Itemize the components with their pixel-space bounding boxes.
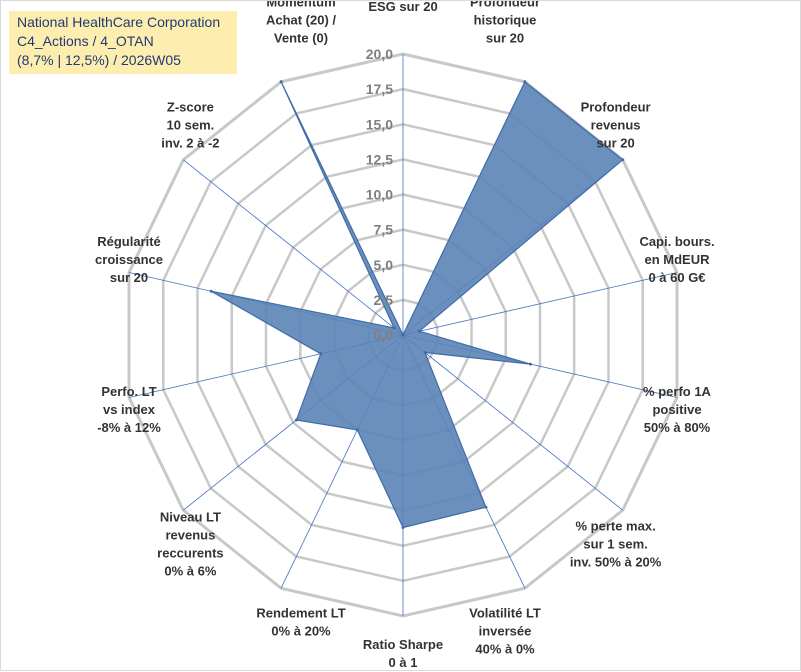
tick-label: 20,0 [366,46,393,62]
data-point [528,362,532,366]
tick-label: 10,0 [366,187,393,203]
tick-label: 5,0 [374,257,394,273]
axis-label: Régularité croissance sur 20 [95,234,163,285]
data-point [401,526,405,529]
data-point [279,80,283,84]
tick-label: 7,5 [374,222,394,238]
chart-title-line-2: C4_Actions / 4_OTAN [17,33,154,49]
data-point [319,352,323,356]
axis-label: Z-score 10 sem. inv. 2 à -2 [161,100,219,151]
data-point [294,418,298,422]
chart-title-line-3: (8,7% | 12,5%) / 2026W05 [17,52,181,68]
data-point [621,158,625,162]
axis-label: Profondeur historique sur 20 [470,1,540,46]
tick-label: 17,5 [366,81,393,97]
axis-label: Perfo. LT vs index -8% à 12% [97,384,161,435]
tick-label: 2,5 [374,292,394,308]
chart-title-line-1: National HealthCare Corporation [17,14,221,30]
data-point [484,505,488,509]
axis-spoke [402,334,623,511]
data-point [423,351,427,354]
axis-label: % perte max. sur 1 sem. inv. 50% à 20% [570,519,662,570]
axis-spoke [183,159,404,336]
tick-label: 15,0 [366,116,393,132]
axis-label: % perfo 1A positive 50% à 80% [643,384,712,435]
data-point [523,80,527,84]
tick-label: 12,5 [366,151,393,167]
axis-label: Rendement LT 0% à 20% [256,606,345,639]
axis-label: Niveau LT revenus reccurents 0% à 6% [157,510,223,579]
axis-label: Momentum Achat (20) / Vente (0) [266,1,336,46]
tick-label: 0,0 [374,327,394,343]
data-point [209,289,213,293]
axis-spoke [402,272,678,336]
axis-label: Ratio Sharpe 0 à 1 [363,637,443,670]
axis-label: Volatilité LT inversée 40% à 0% [469,606,541,657]
data-point [355,428,359,432]
axis-label: NoteESG sur 20 [368,1,437,14]
data-point [392,326,396,330]
axis-label: Profondeur revenus sur 20 [581,100,651,151]
data-point [401,333,405,337]
axis-label: Capi. bours. en MdEUR 0 à 60 G€ [639,234,714,285]
chart-title-box: National HealthCare Corporation C4_Actio… [9,11,237,74]
data-point [417,329,421,333]
